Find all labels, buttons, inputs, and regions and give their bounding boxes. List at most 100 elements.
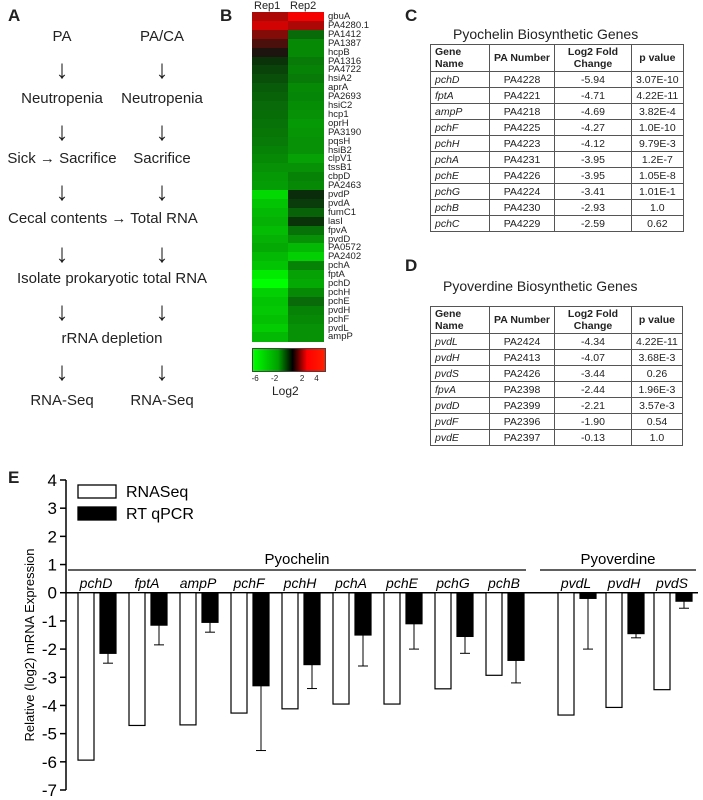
heatmap-cell	[252, 287, 288, 298]
heatmap-cell	[252, 154, 288, 164]
down-arrow-icon: ↓	[155, 54, 169, 84]
heatmap-column-label: Rep2	[290, 0, 317, 12]
table-header-cell: Gene Name	[430, 44, 490, 72]
heatmap-gene-label: hsiA2	[328, 73, 352, 85]
y-tick-label: -5	[42, 725, 57, 744]
rtqpcr-bar	[99, 592, 117, 654]
category-label: pchE	[385, 575, 419, 591]
rnaseq-bar	[383, 592, 401, 705]
table-header-row: Gene Name PA Number Log2 Fold Change p valu…	[430, 306, 683, 334]
heatmap-color-scale	[252, 348, 326, 372]
table-cell: PA4218	[488, 103, 556, 120]
category-label: pvdL	[560, 575, 591, 591]
heatmap-cell	[288, 74, 324, 84]
table-cell: pvdD	[430, 397, 490, 414]
rnaseq-bar	[332, 592, 350, 705]
heatmap-cell	[288, 92, 324, 102]
panel-label-b: B	[220, 6, 233, 25]
heatmap-cell	[288, 216, 324, 227]
table-header-cell: p value	[631, 44, 684, 72]
table-cell: -3.95	[554, 151, 633, 168]
heatmap-cell	[252, 207, 288, 218]
group-label: Pyoverdine	[580, 551, 655, 568]
heatmap-gene-label: hsiB2	[328, 144, 352, 156]
heatmap-cell	[288, 29, 324, 40]
heatmap-gene-label: gbuA	[328, 11, 351, 22]
category-label: pchG	[435, 575, 470, 591]
table-cell: -4.71	[554, 87, 633, 104]
table-cell: -4.27	[554, 119, 633, 136]
heatmap-cell	[252, 172, 288, 182]
table-cell: 1.0	[631, 429, 683, 446]
table-d-title: Pyoverdine Biosynthetic Genes	[443, 278, 638, 294]
table-cell: 3.68E-3	[631, 349, 683, 366]
rnaseq-bar	[230, 592, 248, 714]
heatmap-gene-label: fumC1	[328, 206, 356, 218]
heatmap-gene-label: PA1387	[328, 37, 362, 49]
legend-label: RT qPCR	[126, 506, 194, 523]
flow-shared-step: rRNA depletion	[61, 330, 163, 347]
heatmap-cell	[252, 65, 288, 75]
table-cell: pchA	[430, 151, 490, 168]
heatmap-cell	[288, 252, 324, 262]
table-row: fpvA PA2398 -2.44 1.96E-3	[430, 381, 683, 398]
down-arrow-icon: ↓	[155, 356, 169, 386]
category-label: fptA	[135, 575, 160, 591]
rnaseq-bar	[128, 592, 146, 727]
table-cell: 4.22E-11	[631, 333, 683, 350]
legend-swatch	[77, 506, 117, 521]
heatmap-cell	[288, 190, 324, 200]
rtqpcr-bar	[354, 592, 372, 636]
heatmap-gene-label: pchE	[328, 295, 350, 307]
heatmap-cell	[252, 216, 288, 227]
table-cell: 0.54	[631, 413, 683, 430]
table-cell: PA2413	[488, 349, 556, 366]
rnaseq-bar	[557, 592, 575, 716]
rtqpcr-bar	[675, 592, 693, 602]
table-cell: PA4223	[488, 135, 556, 152]
table-cell: -2.59	[554, 215, 633, 232]
y-tick-label: -2	[42, 640, 57, 659]
heatmap-cell	[252, 20, 288, 31]
panel-label-d: D	[405, 256, 418, 275]
heatmap-cell	[252, 296, 288, 307]
heatmap-cell	[252, 118, 288, 129]
y-tick-label: -3	[42, 668, 57, 687]
heatmap-cell	[288, 225, 324, 235]
table-cell: 9.79E-3	[631, 135, 684, 152]
heatmap-cell	[252, 101, 288, 111]
table-row: pchE PA4226 -3.95 1.05E-8	[430, 167, 684, 184]
table-header-cell: Log2 Fold Change	[554, 44, 633, 72]
down-arrow-icon: ↓	[155, 238, 169, 268]
table-cell: ampP	[430, 103, 490, 120]
heatmap-column-label: Rep1	[254, 0, 281, 12]
table-cell: pvdF	[430, 413, 490, 430]
heatmap-cell	[288, 172, 324, 182]
table-cell: pvdL	[430, 333, 490, 350]
table-row: pvdE PA2397 -0.13 1.0	[430, 429, 683, 446]
flow-left-step: PA	[52, 28, 72, 45]
pyochelin-genes-table: Gene Name PA Number Log2 Fold Change p valu…	[430, 44, 684, 232]
heatmap-gene-label: PA4722	[328, 64, 362, 76]
heatmap-cell	[288, 163, 324, 173]
table-cell: -1.90	[554, 413, 633, 430]
heatmap-gene-label: pvdL	[328, 322, 349, 334]
heatmap-gene-label: fptA	[328, 269, 345, 281]
y-tick-label: -1	[42, 612, 57, 631]
heatmap-cell	[252, 127, 288, 138]
heatmap-cell	[288, 305, 324, 316]
table-cell: PA2396	[488, 413, 556, 430]
heatmap-cell	[288, 118, 324, 129]
table-cell: pchH	[430, 135, 490, 152]
heatmap-gene-label: oprH	[328, 117, 349, 129]
heatmap-cell	[252, 323, 288, 333]
table-cell: 3.82E-4	[631, 103, 684, 120]
table-cell: PA4228	[488, 71, 556, 88]
table-header-row: Gene Name PA Number Log2 Fold Change p valu…	[430, 44, 684, 72]
heatmap-cell	[288, 296, 324, 307]
heatmap-cell	[288, 279, 324, 289]
heatmap-cell	[252, 145, 288, 155]
flow-end-right: RNA-Seq	[130, 392, 194, 409]
group-label: Pyochelin	[264, 551, 329, 568]
table-cell: PA2399	[488, 397, 556, 414]
